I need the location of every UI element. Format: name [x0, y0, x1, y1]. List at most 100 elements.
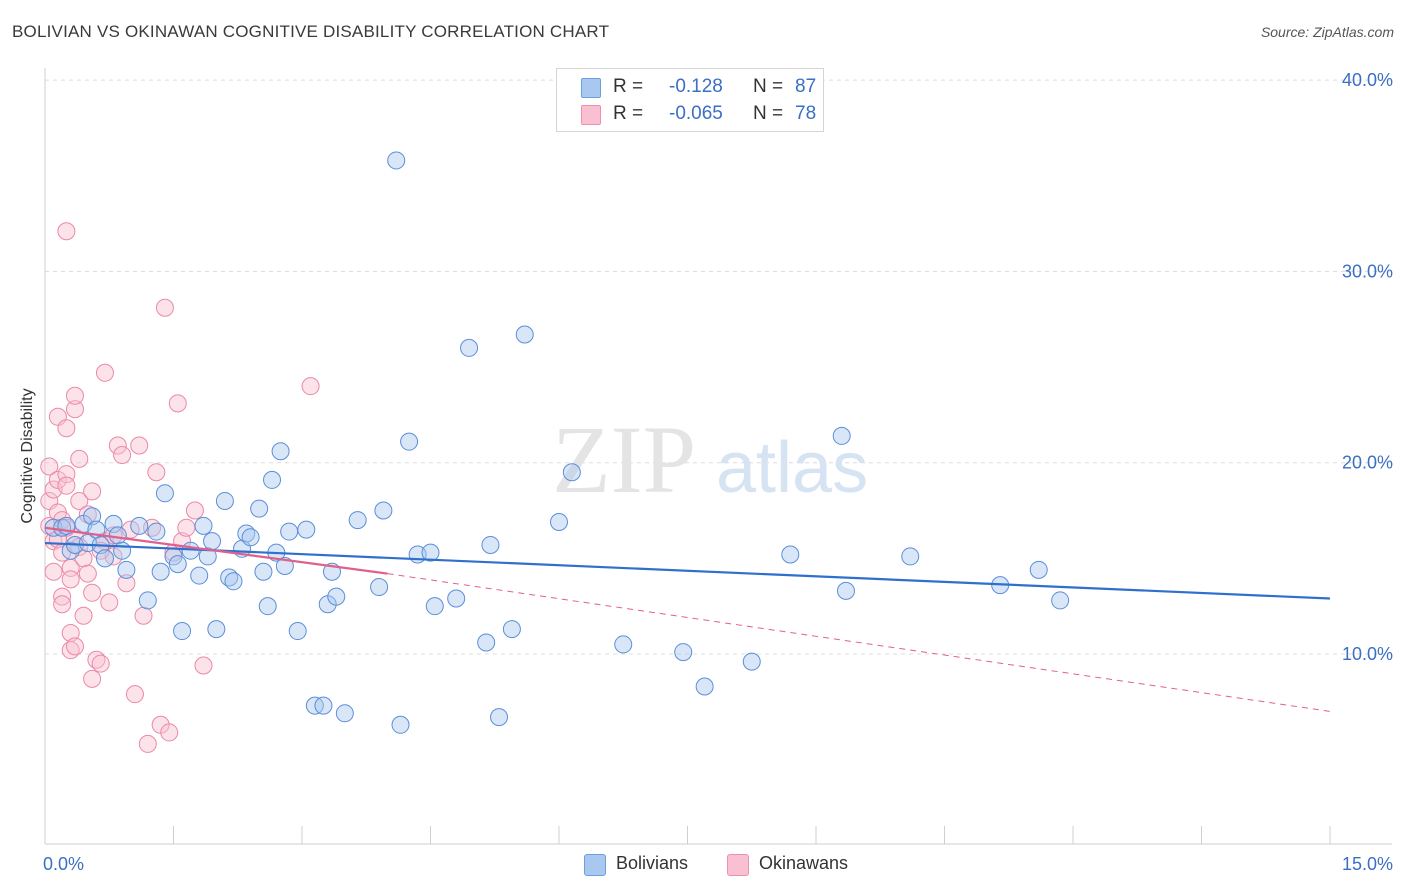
series-legend: Bolivians Okinawans: [0, 852, 1406, 878]
legend-r-value: -0.065: [669, 103, 723, 124]
okinawan-point: [125, 685, 144, 704]
source-label: Source: ZipAtlas.com: [1260, 24, 1394, 40]
okinawan-point: [83, 669, 102, 688]
axes: [44, 68, 1392, 845]
okinawan-point: [160, 723, 179, 742]
legend-r-label: R =: [613, 103, 644, 124]
y-tick-label: 40.0%: [1342, 70, 1393, 90]
bolivian-point: [335, 704, 354, 723]
bolivian-point: [194, 516, 213, 535]
legend-n-value: 78: [795, 103, 817, 124]
bolivian-point: [181, 541, 200, 560]
bolivian-point: [151, 562, 170, 581]
okinawan-point: [168, 394, 187, 413]
bolivians-trend-line: [44, 541, 1331, 600]
chart-title: BOLIVIAN VS OKINAWAN COGNITIVE DISABILIT…: [12, 22, 610, 41]
okinawan-point: [44, 562, 63, 581]
bolivian-point: [490, 708, 509, 727]
bolivian-point: [215, 491, 234, 510]
okinawan-point: [108, 436, 127, 455]
bolivian-point: [288, 622, 307, 641]
bolivians-points: [44, 151, 1070, 734]
legend-swatch-okinawans: [727, 854, 749, 876]
bolivian-point: [190, 566, 209, 585]
okinawan-point: [138, 734, 157, 753]
okinawan-point: [74, 606, 93, 625]
bolivian-point: [370, 578, 389, 597]
okinawan-point: [100, 593, 119, 612]
okinawan-point: [113, 446, 132, 465]
legend-r-value: -0.128: [669, 76, 723, 97]
bolivian-point: [117, 560, 136, 579]
legend-r-label: R =: [613, 76, 644, 97]
watermark-atlas: atlas: [716, 428, 868, 508]
y-tick-label: 30.0%: [1342, 261, 1393, 281]
okinawan-point: [78, 564, 97, 583]
okinawan-point: [91, 654, 110, 673]
okinawan-point: [57, 222, 76, 241]
bolivian-point: [674, 643, 693, 662]
bolivian-point: [477, 633, 496, 652]
bolivian-point: [348, 511, 367, 530]
bolivian-point: [550, 513, 568, 532]
bolivian-point: [836, 581, 855, 600]
okinawan-point: [95, 363, 114, 382]
okinawans-points: [40, 222, 320, 753]
bolivian-point: [138, 591, 157, 610]
bolivian-point: [147, 522, 166, 541]
bolivian-point: [1051, 591, 1070, 610]
bolivian-point: [327, 587, 346, 606]
bolivian-point: [297, 520, 316, 539]
bolivian-point: [168, 555, 187, 574]
bolivian-point: [280, 522, 299, 541]
bolivian-point: [95, 549, 114, 568]
bolivian-point: [447, 589, 466, 608]
bolivian-point: [271, 442, 290, 461]
bolivian-point: [781, 545, 800, 564]
bolivian-point: [695, 677, 714, 696]
bolivian-point: [425, 597, 444, 616]
bolivian-point: [130, 516, 149, 535]
bolivian-point: [391, 715, 410, 734]
okinawan-point: [70, 449, 89, 468]
bolivian-point: [250, 499, 269, 518]
bolivian-point: [241, 528, 260, 547]
bolivian-point: [901, 547, 920, 566]
okinawan-point: [177, 518, 196, 537]
okinawan-point: [57, 476, 76, 495]
bolivian-point: [83, 507, 102, 526]
okinawan-point: [61, 570, 80, 589]
bolivian-point: [108, 526, 127, 545]
bolivian-point: [203, 532, 222, 551]
x-tick-label: 15.0%: [1342, 854, 1393, 874]
okinawan-point: [48, 470, 67, 489]
okinawan-point: [65, 386, 84, 405]
bolivian-point: [502, 620, 521, 639]
okinawan-point: [65, 400, 84, 419]
okinawan-point: [155, 298, 174, 317]
x-tick-label: 0.0%: [43, 854, 84, 874]
gridlines: [45, 79, 1392, 655]
bolivian-point: [374, 501, 393, 520]
okinawan-point: [83, 583, 102, 602]
okinawan-point: [301, 377, 320, 396]
okinawan-point: [134, 606, 153, 625]
legend-n-value: 87: [795, 76, 817, 97]
okinawan-point: [53, 595, 72, 614]
legend-swatch-okinawans: [581, 105, 601, 125]
okinawan-point: [130, 436, 149, 455]
bolivian-point: [258, 597, 277, 616]
okinawan-point: [70, 491, 89, 510]
watermark: ZIP atlas: [552, 406, 868, 513]
bolivian-point: [104, 514, 123, 533]
bolivian-point: [400, 432, 419, 451]
legend-n-label: N =: [753, 103, 784, 124]
bolivian-point: [113, 541, 132, 560]
bolivian-point: [614, 635, 633, 654]
watermark-zip: ZIP: [552, 406, 696, 513]
okinawan-point: [53, 587, 72, 606]
okinawans-trend-line: [44, 526, 388, 575]
bolivian-point: [460, 338, 479, 357]
okinawan-point: [185, 501, 204, 520]
